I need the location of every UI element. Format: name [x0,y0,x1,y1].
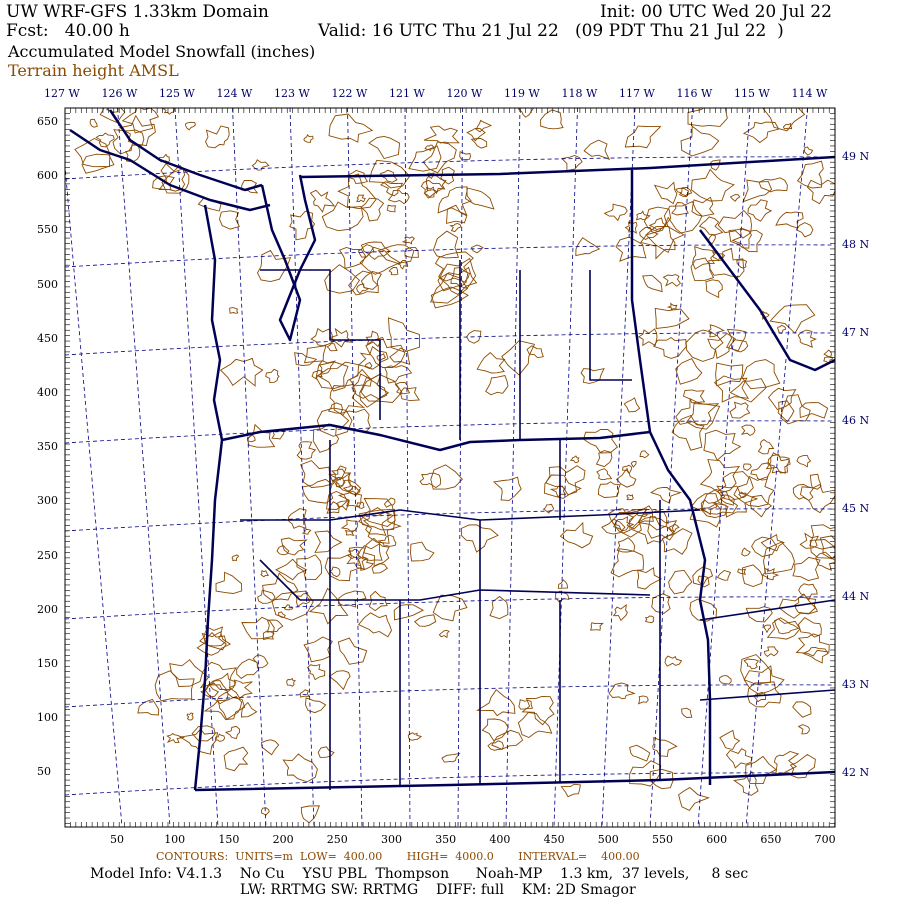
y-tick-label: 100 [37,711,58,725]
lon-label: 126 W [101,87,138,100]
x-tick-label: 400 [489,833,511,846]
x-tick-label: 50 [110,833,124,846]
boundary-line [260,269,381,420]
lat-label: 43 N [842,678,870,691]
x-tick-label: 500 [597,833,619,846]
lat-lon-grid [65,108,835,827]
lon-label: 121 W [389,87,425,100]
x-tick-label: 250 [326,833,348,846]
map-title: UW WRF-GFS 1.33km Domain [6,2,269,22]
boundary-line [699,229,835,372]
boundary-line [221,423,651,452]
model-info: Model Info: V4.1.3 No Cu YSU PBL Thompso… [90,866,749,882]
y-tick-label: 50 [37,765,51,779]
y-tick-label: 300 [37,494,58,508]
lon-label: 117 W [619,87,655,100]
lon-label: 123 W [274,87,310,100]
lon-label: 114 W [791,87,828,100]
boundary-line [299,155,835,179]
lat-label: 47 N [842,326,870,339]
axis-ticks [64,107,835,827]
lat-label: 49 N [842,150,870,163]
forecast-hour: Fcst: 40.00 h [6,21,130,41]
y-tick-label: 400 [37,386,58,399]
x-tick-label: 600 [706,833,728,846]
boundary-line [69,128,271,212]
boundary-line [108,109,263,192]
y-tick-label: 150 [37,657,58,670]
overlay-name: Terrain height AMSL [8,61,179,80]
lon-label: 127 W [44,87,80,100]
x-tick-label: 100 [164,833,186,846]
y-tick-label: 600 [37,169,58,183]
lat-label: 42 N [842,766,870,779]
y-tick-label: 350 [37,440,58,454]
lon-label: 118 W [561,87,598,100]
x-tick-label: 700 [814,833,836,846]
lon-label: 115 W [734,87,770,100]
x-tick-label: 650 [760,833,782,846]
lon-label: 116 W [676,87,713,100]
boundary-line [630,170,652,433]
lon-label: 125 W [159,87,195,100]
y-tick-label: 550 [37,223,58,237]
y-tick-label: 500 [37,277,58,291]
boundary-line [648,431,712,785]
lon-label: 122 W [331,87,368,100]
boundary-line [203,204,224,441]
valid-time: Valid: 16 UTC Thu 21 Jul 22 (09 PDT Thu … [318,21,784,41]
y-tick-label: 650 [37,115,58,128]
boundary-line [699,689,835,701]
state-borders [69,109,835,792]
contour-info: CONTOURS: UNITS=m LOW= 400.00 HIGH= 4000… [156,850,640,863]
lat-label: 44 N [842,590,870,603]
boundary-line [193,439,224,791]
boundary-line [240,509,701,521]
boundary-line [589,270,632,381]
boundary-line [259,559,301,601]
boundary-line [699,599,835,621]
y-tick-label: 250 [37,548,58,562]
x-tick-label: 150 [218,833,240,846]
boundary-line [260,174,317,342]
lat-label: 45 N [842,502,870,515]
boundary-line [194,770,835,792]
x-tick-label: 350 [435,833,457,846]
lat-label: 46 N [842,414,870,427]
lon-label: 120 W [446,87,483,100]
x-tick-label: 550 [652,833,673,846]
x-tick-label: 450 [543,833,565,846]
lat-label: 48 N [842,238,870,251]
y-tick-label: 450 [37,331,58,345]
physics-info: LW: RRTMG SW: RRTMG DIFF: full KM: 2D Sm… [240,882,636,898]
init-time: Init: 00 UTC Wed 20 Jul 22 [600,2,832,22]
y-tick-label: 200 [37,602,58,616]
boundary-line [300,589,651,601]
lon-label: 124 W [216,87,253,100]
field-name: Accumulated Model Snowfall (inches) [8,42,316,61]
x-tick-label: 300 [381,833,402,846]
lon-label: 119 W [504,87,540,100]
x-tick-label: 200 [272,833,294,846]
